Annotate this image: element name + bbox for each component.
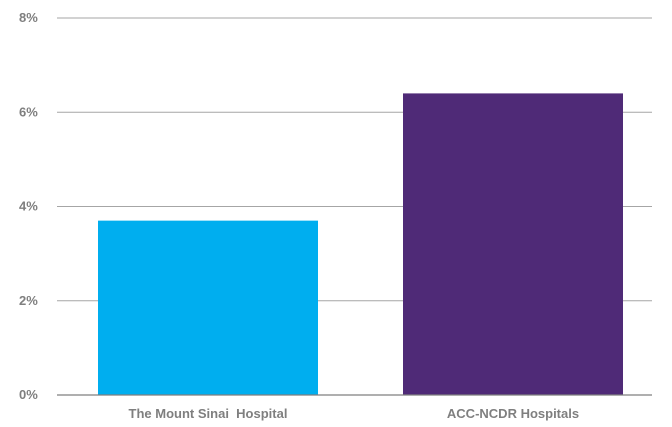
bar-0 <box>98 220 318 395</box>
x-category-label: The Mount Sinai Hospital <box>129 406 288 421</box>
y-tick-label: 0% <box>19 387 38 402</box>
bars <box>98 93 623 396</box>
y-tick-label: 6% <box>19 104 38 119</box>
y-tick-label: 8% <box>19 10 38 25</box>
y-tick-label: 4% <box>19 199 38 214</box>
bar-1 <box>403 93 623 396</box>
y-axis-tick-labels: 0% 2% 4% 6% 8% <box>19 10 38 402</box>
x-category-label: ACC-NCDR Hospitals <box>447 406 579 421</box>
x-axis-category-labels: The Mount Sinai Hospital ACC-NCDR Hospita… <box>129 406 580 421</box>
y-tick-label: 2% <box>19 293 38 308</box>
